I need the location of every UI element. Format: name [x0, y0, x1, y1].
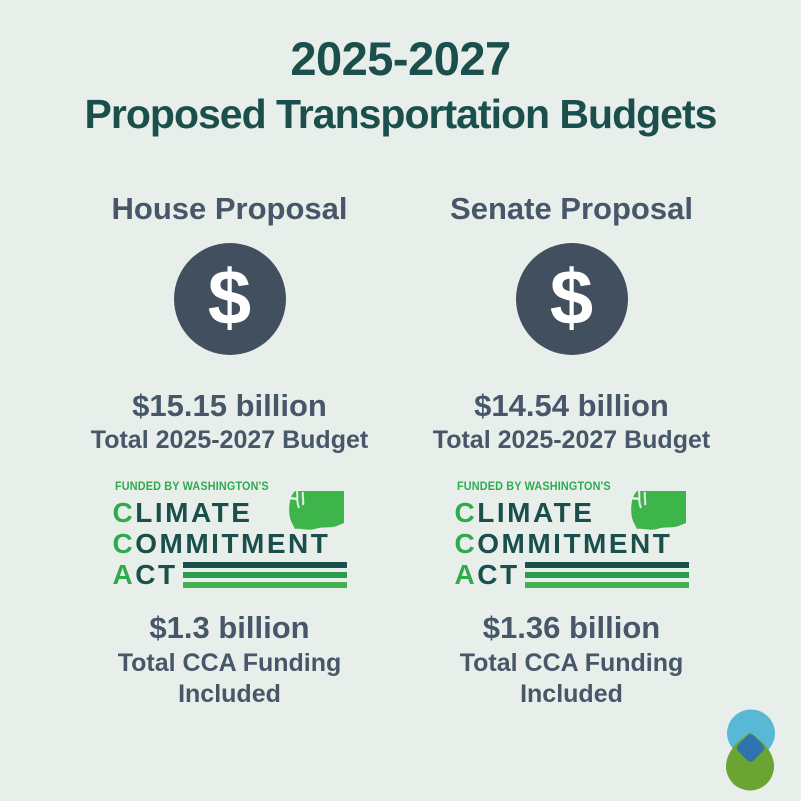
cca-commitment-initial: C: [112, 528, 136, 560]
cca-climate-rest: LIMATE: [477, 497, 595, 529]
senate-budget-amount: $14.54 billion: [474, 388, 669, 424]
cca-funded-text: FUNDED BY WASHINGTON'S: [114, 479, 269, 494]
page-title: 2025-2027 Proposed Transportation Budget…: [0, 0, 801, 136]
proposal-columns: House Proposal $ $15.15 billion Total 20…: [0, 191, 801, 710]
senate-column-header: Senate Proposal: [450, 191, 693, 227]
cca-stripes: [524, 561, 689, 588]
dollar-symbol: $: [207, 253, 252, 342]
cca-funded-text: FUNDED BY WASHINGTON'S: [456, 479, 611, 494]
cca-climate-initial: C: [454, 497, 478, 529]
cca-climate-rest: LIMATE: [135, 497, 253, 529]
house-proposal-column: House Proposal $ $15.15 billion Total 20…: [60, 191, 400, 710]
stripe-mid: [182, 571, 347, 578]
dollar-icon: $: [515, 243, 628, 356]
dollar-icon: $: [173, 243, 286, 356]
cca-word-act: A CT: [455, 559, 689, 590]
cca-word-climate: CLIMATE: [455, 497, 689, 528]
cca-commitment-rest: OMMITMENT: [477, 528, 673, 560]
washington-state-icon: [288, 491, 344, 531]
stripe-dark: [524, 561, 689, 568]
cca-word-commitment: COMMITMENT: [455, 528, 689, 559]
strait-notch: [288, 497, 298, 501]
cca-logo: FUNDED BY WASHINGTON'S CLIMATE COMMITMEN…: [113, 480, 347, 590]
cca-commitment-rest: OMMITMENT: [135, 528, 331, 560]
stripe-dark: [182, 561, 347, 568]
cca-commitment-initial: C: [454, 528, 478, 560]
brand-logo: [726, 709, 775, 791]
cca-act-rest: CT: [135, 559, 178, 591]
senate-proposal-column: Senate Proposal $ $14.54 billion Total 2…: [402, 191, 742, 710]
senate-cca-label-line1: Total CCA Funding: [459, 649, 684, 678]
title-line-2: Proposed Transportation Budgets: [84, 91, 718, 138]
senate-cca-label: Total CCA Funding Included: [402, 648, 742, 710]
stripe-light: [524, 581, 689, 588]
cca-word-act: A CT: [113, 559, 347, 590]
house-cca-label-line1: Total CCA Funding: [117, 649, 342, 678]
cca-word-climate: CLIMATE: [113, 497, 347, 528]
house-cca-label-line2: Included: [178, 680, 281, 709]
cca-logo: FUNDED BY WASHINGTON'S CLIMATE COMMITMEN…: [455, 480, 689, 590]
cca-climate-initial: C: [112, 497, 136, 529]
house-cca-label: Total CCA Funding Included: [60, 648, 400, 710]
cca-word-commitment: COMMITMENT: [113, 528, 347, 559]
senate-cca-amount: $1.36 billion: [482, 610, 661, 646]
house-budget-amount: $15.15 billion: [132, 388, 327, 424]
cca-act-initial: A: [454, 559, 478, 591]
house-column-header: House Proposal: [111, 191, 348, 227]
cca-stripes: [182, 561, 347, 588]
stripe-mid: [524, 571, 689, 578]
strait-notch: [630, 497, 640, 501]
washington-state-icon: [630, 491, 686, 531]
dollar-symbol: $: [549, 253, 594, 342]
senate-budget-label: Total 2025-2027 Budget: [432, 426, 711, 455]
house-budget-label: Total 2025-2027 Budget: [90, 426, 369, 455]
house-cca-amount: $1.3 billion: [149, 610, 310, 646]
overlap-diamond: [736, 734, 765, 762]
senate-cca-label-line2: Included: [520, 680, 623, 709]
stripe-light: [182, 581, 347, 588]
cca-act-initial: A: [112, 559, 136, 591]
cca-act-rest: CT: [477, 559, 520, 591]
title-line-1: 2025-2027: [290, 32, 511, 85]
